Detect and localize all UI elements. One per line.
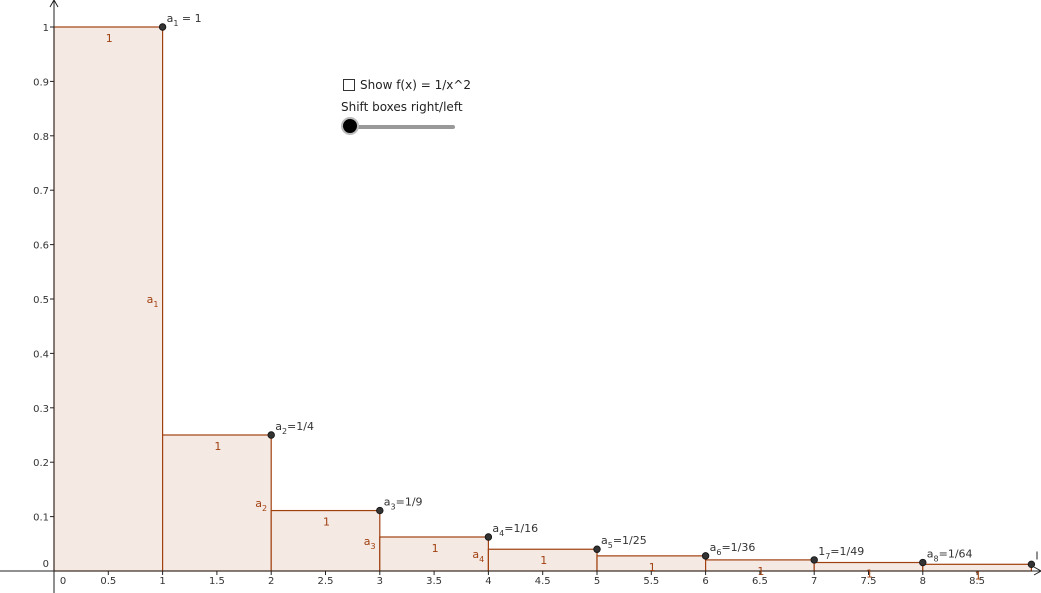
x-tick-label: 1.5 [209,576,225,587]
box-1 [53,26,164,572]
y-tick-label: 0.3 [33,404,49,415]
show-function-label: Show f(x) = 1/x^2 [360,78,472,92]
x-tick-label: 1 [159,576,165,587]
box-width-label-3: 1 [323,516,330,529]
y-tick-label: 0 [43,559,49,570]
slider-knob[interactable] [341,117,359,135]
show-function-toggle[interactable]: Show f(x) = 1/x^2 [341,76,481,94]
x-tick-label: 4 [485,576,491,587]
x-tick-label: 2 [268,576,274,587]
point-a6[interactable] [701,552,710,560]
x-axis-arrow [1033,566,1041,576]
point-label-8: a8=1/64 [927,548,973,564]
point-label-1: a1 = 1 [167,12,202,28]
box-height-label-1: a1 [147,293,159,309]
box-width-label-2: 1 [214,440,221,453]
y-tick-label: 1 [43,23,49,34]
box-width-label-5: 1 [540,554,547,567]
point-label-9: I [1035,549,1038,562]
box-height-label-2: a2 [255,497,267,513]
x-tick-label: 8.5 [969,576,985,587]
box-height-label-3: a3 [364,535,376,551]
x-tick-label: 2.5 [318,576,334,587]
show-function-checkbox[interactable] [343,79,355,91]
point-label-5: a5=1/25 [601,534,647,550]
y-tick-label: 0.9 [33,77,49,88]
box-width-label-1: 1 [106,32,113,45]
x-tick-label: 0.5 [100,576,116,587]
y-tick-label: 0.6 [33,241,49,252]
point-a3[interactable] [376,506,384,515]
y-tick-label: 0.7 [33,186,49,197]
point-label-4: a4=1/16 [492,522,538,538]
x-tick-label: 6 [702,576,708,587]
box-width-label-6: 1 [649,561,656,574]
x-tick-label: 5.5 [643,576,659,587]
shift-slider-label: Shift boxes right/left [341,100,463,114]
box-width-label-9: 1 [975,569,982,582]
point-a8[interactable] [919,558,927,567]
box-width-label-7: 1 [757,565,764,578]
y-tick-label: 0.5 [33,295,49,306]
x-tick-label: 3.5 [426,576,442,587]
point-label-2: a2=1/4 [275,420,314,436]
points-layer: a1 = 1 a2=1/4 a3=1/9 a4=1/16 a5=1/25 a6=1/36 1… [158,12,1039,569]
point-a9[interactable] [1027,560,1036,569]
boxes-layer [53,26,1032,572]
x-tick-label: 7 [811,576,817,587]
x-tick-label: 7.5 [861,576,877,587]
point-a2[interactable] [267,431,275,439]
slider-track[interactable] [346,125,455,129]
x-tick-label: 3 [377,576,383,587]
box-width-label-4: 1 [432,542,439,555]
box-3 [270,509,381,572]
box-height-label-4: a4 [472,548,484,564]
point-a5[interactable] [593,545,601,553]
x-tick-label: 6.5 [752,576,768,587]
x-tick-label: 8 [920,576,926,587]
point-label-6: a6=1/36 [710,541,756,557]
x-tick-label: 4.5 [535,576,551,587]
point-a4[interactable] [484,533,493,541]
box-2 [162,434,272,572]
controls-panel: Show f(x) = 1/x^2 Shift boxes right/left [341,76,481,135]
box-width-label-8: 1 [866,568,873,581]
y-tick-label: 0.8 [33,132,49,143]
y-tick-label: 0.4 [33,349,49,360]
y-tick-label: 0.1 [33,513,49,524]
point-label-3: a3=1/9 [384,496,423,512]
labels-layer: 1 a1 1 a2 1 a3 1 a4 1 1 1 1 1 [106,32,982,582]
x-tick-label: 0 [60,576,66,587]
y-tick-label: 0.2 [33,458,49,469]
point-a7[interactable] [810,556,818,564]
shift-boxes-slider[interactable] [341,117,455,135]
x-tick-label: 5 [594,576,600,587]
y-axis-arrow [49,0,59,8]
point-a1[interactable] [158,23,167,31]
point-label-7: 17=1/49 [818,545,864,561]
